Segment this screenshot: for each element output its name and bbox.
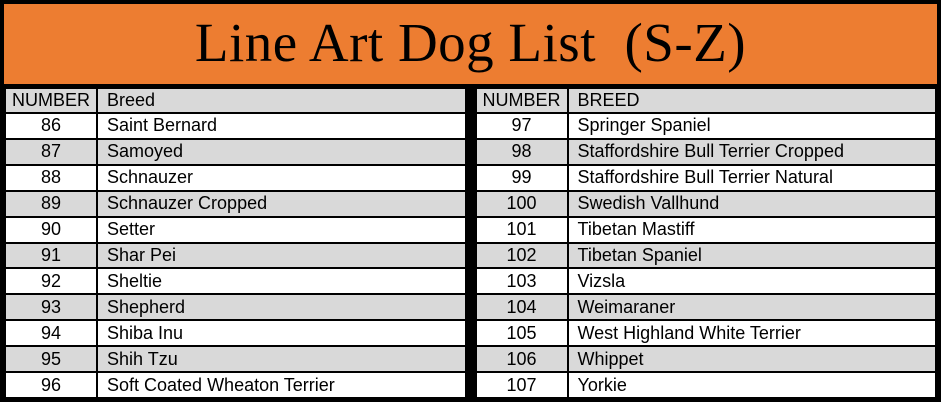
number-cell: 92 — [4, 267, 98, 296]
breed-cell: Samoyed — [96, 137, 467, 166]
breed-cell: West Highland White Terrier — [566, 319, 937, 348]
number-cell: 104 — [474, 293, 569, 322]
breed-cell: Vizsla — [566, 267, 937, 296]
breed-cell: Staffordshire Bull Terrier Natural — [566, 163, 937, 192]
number-cell: 97 — [474, 112, 569, 140]
breed-table-left: NUMBER Breed 86 Saint Bernard 87 Samoyed 88 S… — [4, 87, 467, 399]
title-banner: Line Art Dog List (S-Z) — [4, 4, 937, 87]
table-divider — [466, 87, 475, 399]
number-cell: 99 — [474, 163, 569, 192]
breed-cell: Saint Bernard — [96, 112, 467, 140]
table-row: 97 Springer Spaniel — [474, 112, 937, 140]
breed-cell: Shih Tzu — [96, 345, 467, 374]
breed-cell: Staffordshire Bull Terrier Cropped — [566, 137, 937, 166]
table-row: 92 Sheltie — [4, 267, 467, 296]
number-cell: 93 — [4, 293, 98, 322]
number-cell: 95 — [4, 345, 98, 374]
breed-column-header: BREED — [566, 87, 937, 114]
table-row: 100 Swedish Vallhund — [474, 189, 937, 218]
table-row: 89 Schnauzer Cropped — [4, 189, 467, 218]
table-row: 102 Tibetan Spaniel — [474, 241, 937, 270]
number-cell: 86 — [4, 112, 98, 140]
table-row: 90 Setter — [4, 215, 467, 244]
table-row: 91 Shar Pei — [4, 241, 467, 270]
breed-cell: Tibetan Mastiff — [566, 215, 937, 244]
table-row: 104 Weimaraner — [474, 293, 937, 322]
number-cell: 96 — [4, 371, 98, 399]
breed-cell: Shepherd — [96, 293, 467, 322]
number-cell: 107 — [474, 371, 569, 399]
breed-cell: Weimaraner — [566, 293, 937, 322]
table-row: 98 Staffordshire Bull Terrier Cropped — [474, 137, 937, 166]
number-cell: 88 — [4, 163, 98, 192]
table-row: 94 Shiba Inu — [4, 319, 467, 348]
number-cell: 101 — [474, 215, 569, 244]
breed-cell: Shar Pei — [96, 241, 467, 270]
breed-cell: Schnauzer Cropped — [96, 189, 467, 218]
breed-cell: Shiba Inu — [96, 319, 467, 348]
number-cell: 94 — [4, 319, 98, 348]
number-column-header: NUMBER — [474, 87, 569, 114]
table-row: 103 Vizsla — [474, 267, 937, 296]
table-row: 105 West Highland White Terrier — [474, 319, 937, 348]
table-row: 88 Schnauzer — [4, 163, 467, 192]
number-cell: 103 — [474, 267, 569, 296]
number-cell: 98 — [474, 137, 569, 166]
table-row: 86 Saint Bernard — [4, 112, 467, 140]
breed-cell: Whippet — [566, 345, 937, 374]
table-row: 107 Yorkie — [474, 371, 937, 399]
number-cell: 102 — [474, 241, 569, 270]
breed-cell: Soft Coated Wheaton Terrier — [96, 371, 467, 399]
breed-tables: NUMBER Breed 86 Saint Bernard 87 Samoyed 88 S… — [4, 87, 937, 399]
breed-cell: Tibetan Spaniel — [566, 241, 937, 270]
number-cell: 106 — [474, 345, 569, 374]
header-row: NUMBER Breed — [4, 87, 467, 114]
table-row: 106 Whippet — [474, 345, 937, 374]
number-cell: 100 — [474, 189, 569, 218]
header-row: NUMBER BREED — [474, 87, 937, 114]
number-cell: 87 — [4, 137, 98, 166]
breed-cell: Sheltie — [96, 267, 467, 296]
breed-cell: Springer Spaniel — [566, 112, 937, 140]
number-cell: 105 — [474, 319, 569, 348]
number-cell: 91 — [4, 241, 98, 270]
number-cell: 90 — [4, 215, 98, 244]
number-cell: 89 — [4, 189, 98, 218]
breed-cell: Schnauzer — [96, 163, 467, 192]
table-row: 87 Samoyed — [4, 137, 467, 166]
table-row: 95 Shih Tzu — [4, 345, 467, 374]
table-row: 96 Soft Coated Wheaton Terrier — [4, 371, 467, 399]
breed-cell: Setter — [96, 215, 467, 244]
table-row: 101 Tibetan Mastiff — [474, 215, 937, 244]
breed-column-header: Breed — [96, 87, 467, 114]
number-column-header: NUMBER — [4, 87, 98, 114]
table-row: 99 Staffordshire Bull Terrier Natural — [474, 163, 937, 192]
breed-cell: Swedish Vallhund — [566, 189, 937, 218]
breed-cell: Yorkie — [566, 371, 937, 399]
breed-table-right: NUMBER BREED 97 Springer Spaniel 98 Staffor… — [474, 87, 938, 399]
table-row: 93 Shepherd — [4, 293, 467, 322]
page-title: Line Art Dog List (S-Z) — [194, 11, 747, 73]
